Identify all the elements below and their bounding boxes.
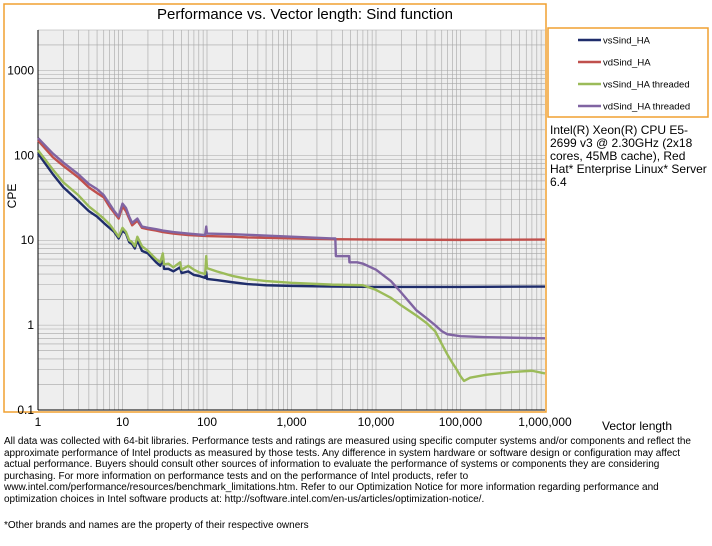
- legend-label: vsSind_HA: [603, 36, 651, 47]
- legend-box: [547, 27, 709, 118]
- x-tick-label: 100: [197, 415, 217, 429]
- y-tick-label: 1000: [7, 63, 34, 77]
- series-line-vssind-ha-threaded: [37, 149, 546, 383]
- x-tick-label: 100,000: [439, 415, 483, 429]
- series-line-vdsind-ha-threaded: [37, 137, 546, 340]
- performance-disclaimer: All data was collected with 64-bit libra…: [4, 436, 691, 505]
- x-tick-label: 1,000,000: [518, 415, 572, 429]
- trademark-footnote: *Other brands and names are the property…: [4, 520, 309, 531]
- y-axis-title: CPE: [5, 184, 19, 209]
- y-tick-label: 10: [21, 233, 35, 247]
- x-tick-label: 1: [35, 415, 42, 429]
- y-tick-label: 1: [27, 318, 34, 332]
- legend-label: vdSind_HA: [603, 58, 651, 69]
- legend-label: vdSind_HA threaded: [603, 102, 690, 113]
- legend: vsSind_HA vdSind_HA vsSind_HA threaded vdSi…: [547, 27, 709, 118]
- x-axis-title: Vector length: [602, 419, 672, 433]
- legend-label: vsSind_HA threaded: [603, 80, 690, 91]
- chart-frame: [3, 3, 547, 413]
- chart-title: Performance vs. Vector length: Sind func…: [157, 6, 453, 23]
- y-tick-label: 100: [14, 148, 34, 162]
- y-tick-label: 0.1: [17, 403, 34, 417]
- x-tick-label: 1,000: [276, 415, 306, 429]
- system-info-note: Intel(R) Xeon(R) CPU E5-2699 v3 @ 2.30GH…: [550, 123, 707, 189]
- x-tick-label: 10: [116, 415, 130, 429]
- x-tick-label: 10,000: [358, 415, 395, 429]
- chart: Performance vs. Vector length: Sind func…: [3, 3, 709, 433]
